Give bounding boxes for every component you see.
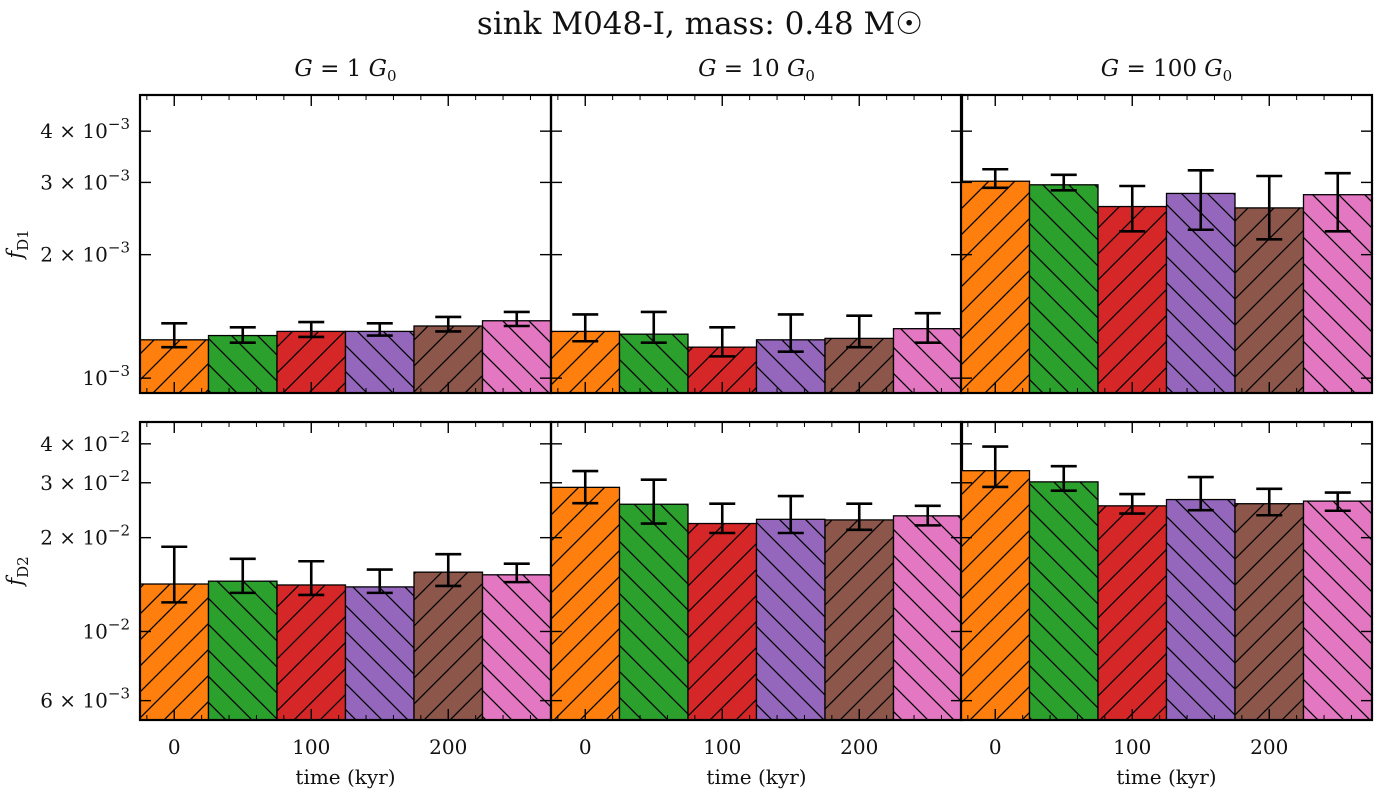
y-tick-label: 3 × 10−3 [40,166,130,194]
x-tick-label: 200 [1250,735,1288,759]
y-axis-label: fD2 [3,556,32,587]
panel-title: G = 1 G0 [294,56,396,85]
bar [618,503,689,721]
bar [1097,505,1168,721]
x-tick-label: 100 [292,735,330,759]
bar [755,518,826,721]
figure-title-text: sink M048-I, mass: 0.48 M☉ [476,6,924,42]
panel-title: G = 100 G0 [1101,56,1232,85]
bar [1097,205,1168,394]
y-axis-label: fD1 [3,229,32,260]
bar [344,330,415,394]
x-tick-label: 100 [703,735,741,759]
x-axis-label: time (kyr) [1116,765,1216,789]
bar [207,580,278,721]
bar [1028,481,1099,721]
x-axis-label: time (kyr) [706,765,806,789]
x-tick-label: 0 [168,735,181,759]
panel-r2-c2: 0 100 200 time (kyr) [549,420,964,789]
y-tick-label: 2 × 10−2 [40,522,130,550]
x-tick-label: 100 [1113,735,1151,759]
panel-r1-c1: 10−3 2 × 10−3 3 × 10−3 4 × 10−3 G = 1 G0 [40,56,553,395]
x-tick-label: 200 [840,735,878,759]
bar [413,571,484,721]
panel-r1-c3: G = 100 G0 [959,56,1374,395]
figure-title: sink M048-I, mass: 0.48 M☉ [0,6,1400,42]
y-tick-label: 10−3 [82,362,130,390]
y-tick-label: 3 × 10−2 [40,467,130,495]
bar [892,515,963,721]
y-tick-label: 2 × 10−3 [40,239,130,267]
bar [960,180,1031,394]
panel-r2-c1: 6 × 10−3 10−2 2 × 10−2 3 × 10−2 4 × 10−2 0 100… [40,420,553,789]
panel-r2-c3: 0 100 200 time (kyr) [959,420,1374,789]
bar [139,583,210,721]
bar [1165,498,1236,721]
y-tick-label: 10−2 [82,615,130,643]
panel-title: G = 10 G0 [698,56,815,85]
bar [824,519,895,721]
bar [344,586,415,721]
y-tick-label: 4 × 10−3 [40,115,130,143]
x-axis-label: time (kyr) [295,765,395,789]
bar [687,522,758,721]
y-tick-label: 6 × 10−3 [40,685,130,713]
bar [1028,184,1099,394]
y-tick-label: 4 × 10−2 [40,428,130,456]
bar [1302,500,1373,721]
bar [1234,503,1305,721]
bar [276,584,347,721]
x-tick-label: 200 [429,735,467,759]
x-tick-label: 0 [579,735,592,759]
bar [481,574,552,721]
panel-frame [959,93,1374,395]
bar [207,334,278,394]
panel-r1-c2: G = 10 G0 [549,56,964,395]
bar [960,470,1031,721]
bar [481,320,552,394]
x-tick-label: 0 [989,735,1002,759]
bar [550,486,621,721]
panel-frame [959,420,1374,722]
